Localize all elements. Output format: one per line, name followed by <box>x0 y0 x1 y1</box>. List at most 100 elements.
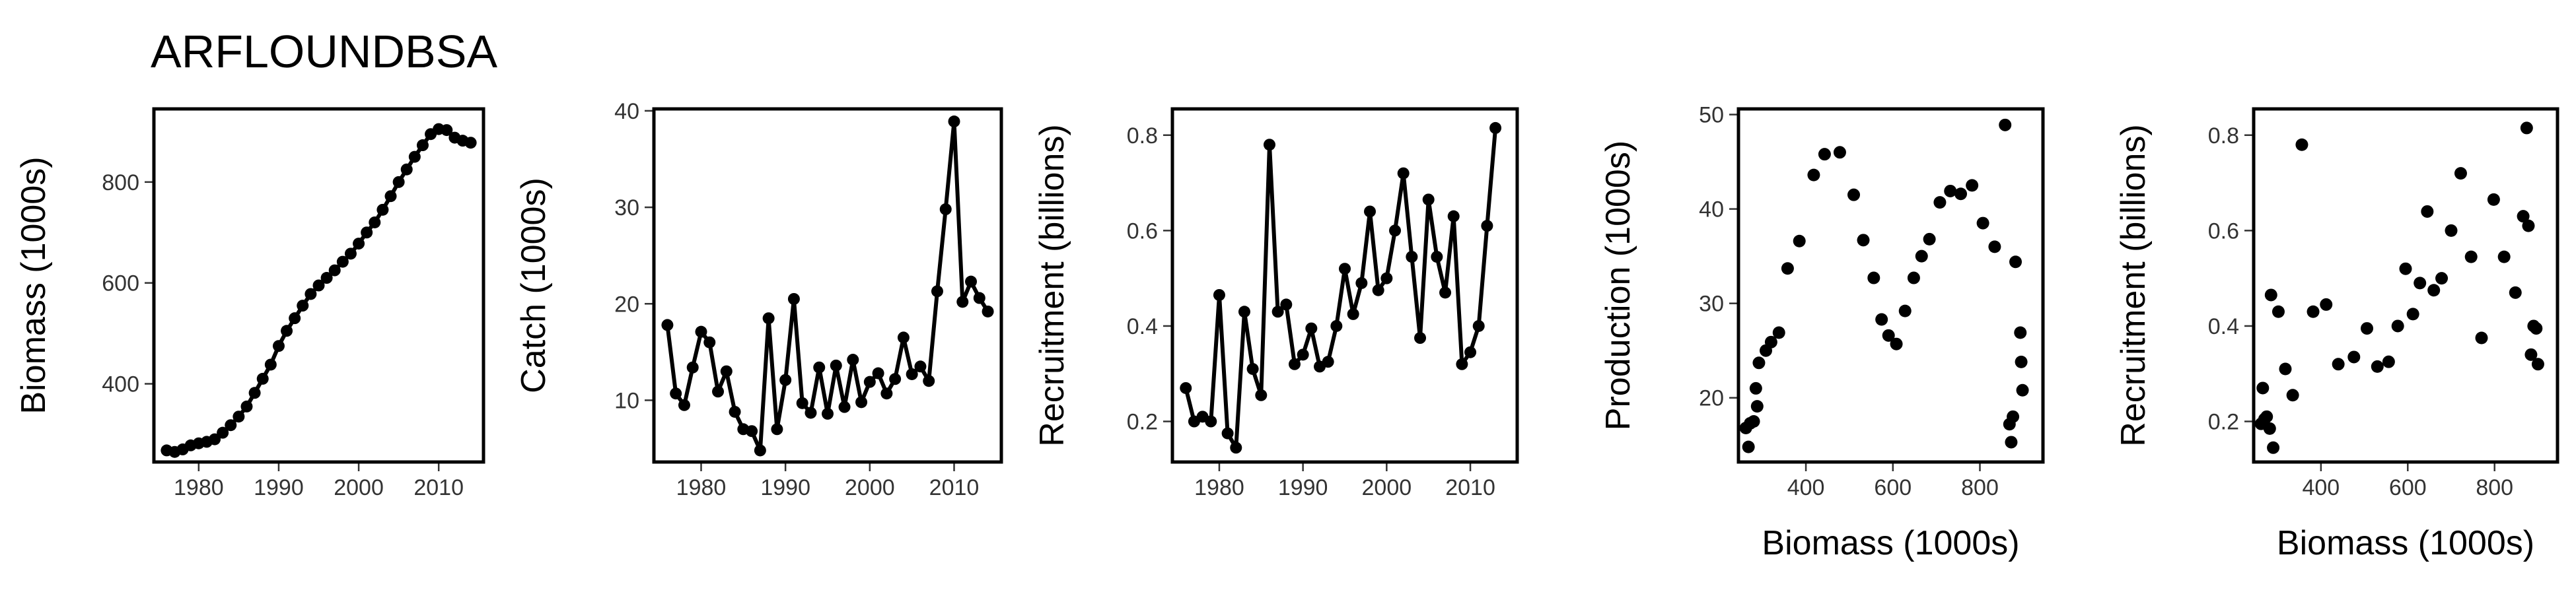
data-point <box>686 361 699 374</box>
data-point <box>304 288 317 300</box>
data-point <box>264 358 277 371</box>
data-point <box>729 405 741 418</box>
data-point <box>695 325 707 338</box>
data-point <box>2267 441 2280 454</box>
data-point <box>1750 400 1764 413</box>
data-point <box>863 376 876 388</box>
data-point <box>1907 271 1920 284</box>
y-tick-label: 0.4 <box>2208 314 2239 339</box>
data-point <box>1882 329 1895 342</box>
data-point <box>1976 216 1989 230</box>
data-point <box>1322 356 1334 368</box>
data-point <box>1213 288 1225 301</box>
data-point <box>1833 146 1846 159</box>
data-point <box>2454 167 2467 180</box>
y-tick-label: 40 <box>614 99 639 124</box>
y-axis-title: Biomass (1000s) <box>15 156 53 414</box>
data-point <box>248 387 261 399</box>
data-point <box>2475 331 2488 345</box>
data-point <box>720 365 733 378</box>
x-tick-label: 1990 <box>760 475 810 500</box>
x-tick-label: 2010 <box>413 475 464 500</box>
data-point <box>2361 322 2374 335</box>
data-point <box>678 399 690 411</box>
data-point <box>1898 304 1912 317</box>
x-tick-label: 400 <box>2302 475 2340 500</box>
data-point <box>2520 121 2533 135</box>
data-point <box>2009 255 2022 269</box>
data-point <box>1246 363 1259 376</box>
data-point <box>1389 224 1402 237</box>
x-tick-label: 600 <box>1874 475 1912 500</box>
y-tick-label: 50 <box>1699 103 1724 128</box>
x-axis-title: Biomass (1000s) <box>2277 524 2534 562</box>
data-point <box>1255 389 1268 401</box>
data-point <box>2464 250 2478 263</box>
x-tick-label: 2000 <box>334 475 384 500</box>
data-point <box>1772 326 1785 339</box>
data-point <box>1238 306 1250 318</box>
data-point <box>233 411 245 423</box>
y-tick-label: 0.2 <box>1127 410 1158 435</box>
data-point <box>1944 184 1957 197</box>
data-point <box>1297 348 1309 361</box>
panel-5: 400 600 800 0.2 0.4 0.6 0.8 Recruitment (billio… <box>2114 107 2559 562</box>
data-point <box>320 272 333 284</box>
data-point <box>1923 232 1936 246</box>
y-axis-title: Recruitment (billions) <box>1033 124 1071 446</box>
data-point <box>1347 308 1359 320</box>
data-point <box>1288 358 1301 370</box>
data-point <box>1280 298 1293 311</box>
data-point <box>762 312 775 325</box>
y-tick-label: 20 <box>1699 386 1724 411</box>
x-tick-label: 1980 <box>1194 475 1244 500</box>
data-point <box>2260 410 2273 423</box>
data-point <box>2509 286 2522 299</box>
data-point <box>1988 240 2001 253</box>
data-point <box>965 275 978 288</box>
data-point <box>1330 319 1343 332</box>
data-point <box>2435 272 2449 285</box>
data-point <box>1422 193 1435 206</box>
data-point <box>1180 381 1192 394</box>
data-point <box>400 163 413 176</box>
data-point <box>2264 288 2277 302</box>
data-point <box>344 248 357 260</box>
data-point <box>1818 148 1831 161</box>
panel-frame <box>652 107 1003 464</box>
x-tick-label: 2010 <box>1445 475 1495 500</box>
data-point <box>855 396 868 409</box>
data-point <box>703 336 716 348</box>
y-tick-label: 10 <box>614 388 639 413</box>
data-point <box>973 292 985 304</box>
panel-4: 400 600 800 20 30 40 50 Production (1000s) Bioma… <box>1599 103 2045 562</box>
data-point <box>880 387 893 400</box>
data-point <box>779 374 792 386</box>
data-point <box>712 385 725 398</box>
y-tick-label: 0.8 <box>1127 123 1158 148</box>
data-point <box>661 319 674 331</box>
y-tick-label: 0.8 <box>2208 123 2239 148</box>
data-point <box>2531 358 2544 371</box>
data-point <box>2399 262 2412 275</box>
data-point <box>408 150 421 163</box>
x-tick-label: 400 <box>1787 475 1825 500</box>
data-point <box>2406 308 2419 321</box>
data-point <box>872 367 884 380</box>
data-point <box>2005 436 2018 449</box>
data-point <box>796 397 808 409</box>
data-point <box>838 401 851 413</box>
data-point <box>217 426 229 439</box>
data-point <box>353 238 365 250</box>
data-point <box>2014 326 2027 339</box>
data-point <box>464 137 477 149</box>
data-point <box>1339 263 1351 275</box>
data-point <box>982 305 994 317</box>
data-point <box>889 373 902 385</box>
data-point <box>771 423 783 436</box>
data-point <box>1205 415 1217 428</box>
panel-1: 1980 1990 2000 2010 400 600 800 Biomass (1000s) <box>15 107 485 500</box>
y-tick-label: 600 <box>102 271 139 296</box>
data-point <box>1793 234 1806 248</box>
